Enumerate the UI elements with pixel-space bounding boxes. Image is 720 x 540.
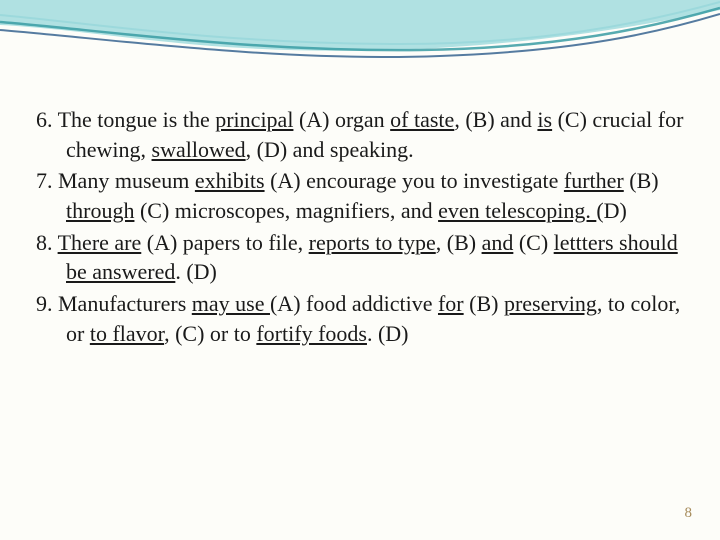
- plain-text: , (D) and speaking.: [246, 137, 414, 162]
- plain-text: , (B) and: [454, 107, 537, 132]
- plain-text: (B): [464, 291, 504, 316]
- question-number: 6.: [36, 107, 53, 132]
- question-item-6: 6. The tongue is the principal (A) organ…: [36, 105, 684, 164]
- underlined-text: is: [537, 107, 552, 132]
- question-item-7: 7. Many museum exhibits (A) encourage yo…: [36, 166, 684, 225]
- question-number: 8.: [36, 230, 53, 255]
- plain-text: . (D): [367, 321, 409, 346]
- underlined-text: principal: [215, 107, 293, 132]
- question-item-8: 8. There are (A) papers to file, reports…: [36, 228, 684, 287]
- page-number: 8: [685, 505, 693, 522]
- plain-text: Manufacturers: [53, 291, 192, 316]
- plain-text: (A) organ: [293, 107, 390, 132]
- underlined-text: even telescoping.: [438, 198, 596, 223]
- underlined-text: and: [482, 230, 514, 255]
- decorative-wave-header: [0, 0, 720, 90]
- underlined-text: There are: [58, 230, 142, 255]
- plain-text: , (C) or to: [164, 321, 256, 346]
- plain-text: (C): [513, 230, 553, 255]
- underlined-text: further: [564, 168, 624, 193]
- underlined-text: for: [438, 291, 464, 316]
- plain-text: . (D): [175, 259, 217, 284]
- question-number: 7.: [36, 168, 53, 193]
- underlined-text: of taste: [390, 107, 454, 132]
- plain-text: (A) encourage you to investigate: [265, 168, 564, 193]
- question-number: 9.: [36, 291, 53, 316]
- plain-text: (D): [596, 198, 627, 223]
- underlined-text: exhibits: [195, 168, 265, 193]
- plain-text: (A) food addictive: [270, 291, 438, 316]
- plain-text: Many museum: [53, 168, 195, 193]
- underlined-text: reports to type: [309, 230, 436, 255]
- plain-text: (B): [624, 168, 659, 193]
- question-item-9: 9. Manufacturers may use (A) food addict…: [36, 289, 684, 348]
- plain-text: , (B): [436, 230, 482, 255]
- question-list: 6. The tongue is the principal (A) organ…: [36, 105, 684, 351]
- underlined-text: fortify foods: [256, 321, 367, 346]
- plain-text: (A) papers to file,: [141, 230, 308, 255]
- underlined-text: preserving: [504, 291, 597, 316]
- plain-text: The tongue is the: [53, 107, 216, 132]
- underlined-text: through: [66, 198, 134, 223]
- plain-text: (C) microscopes, magnifiers, and: [134, 198, 438, 223]
- underlined-text: swallowed: [152, 137, 246, 162]
- underlined-text: may use: [192, 291, 270, 316]
- underlined-text: to flavor: [90, 321, 164, 346]
